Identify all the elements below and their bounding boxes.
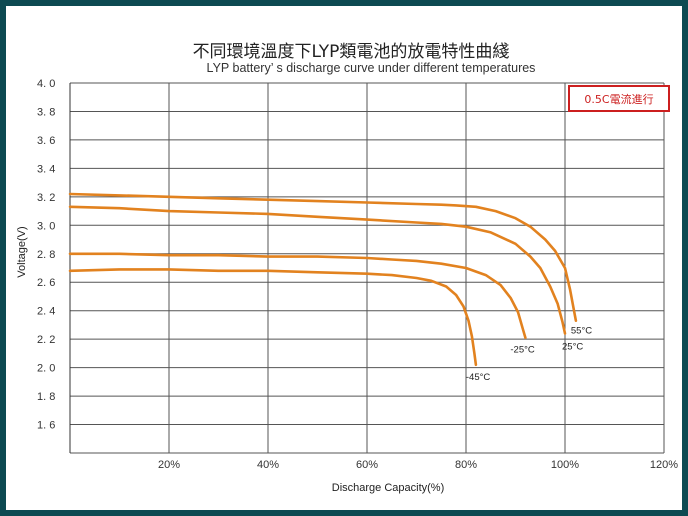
chart-title: 不同環境溫度下LYP類電池的放電特性曲綫: [193, 42, 510, 62]
rate-annotation-box: [568, 85, 670, 112]
series-label: 55°C: [571, 326, 592, 337]
x-tick-label: 120%: [650, 459, 678, 471]
series-labels: 55°C 25°C -25°C -45°C: [466, 326, 592, 383]
y-tick-label: 2. 0: [37, 363, 55, 375]
chart: 不同環境溫度下LYP類電池的放電特性曲綫 LYP battery’ s disc…: [16, 42, 678, 494]
y-tick-label: 1. 6: [37, 420, 55, 432]
rate-annotation: 0.5C電流進行: [568, 85, 670, 112]
chart-subtitle: LYP battery’ s discharge curve under dif…: [207, 61, 536, 75]
series-label: -45°C: [466, 372, 491, 383]
y-tick-label: 3. 4: [37, 163, 55, 175]
grid: [69, 82, 665, 454]
y-tick-label: 1. 8: [37, 391, 55, 403]
series-line: [68, 205, 567, 335]
x-tick-label: 80%: [455, 459, 477, 471]
y-tick-label: 3. 6: [37, 135, 55, 147]
y-tick-label: 2. 4: [37, 306, 55, 318]
y-tick-label: 3. 0: [37, 220, 55, 232]
series-line: [68, 192, 578, 322]
x-tick-label: 60%: [356, 459, 378, 471]
series-label: 25°C: [562, 341, 583, 352]
series-label: -25°C: [510, 345, 535, 356]
y-tick-label: 2. 2: [37, 334, 55, 346]
x-tick-labels: 20% 40% 60% 80% 100% 120%: [158, 459, 678, 471]
series-lines: [68, 192, 578, 367]
y-axis-title: Voltage(V): [16, 226, 28, 277]
y-tick-label: 3. 8: [37, 106, 55, 118]
series-line: [68, 252, 527, 339]
chart-frame: 不同環境溫度下LYP類電池的放電特性曲綫 LYP battery’ s disc…: [6, 6, 682, 510]
y-tick-label: 3. 2: [37, 192, 55, 204]
x-tick-label: 40%: [257, 459, 279, 471]
y-tick-label: 2. 6: [37, 277, 55, 289]
rate-annotation-text: 0.5C電流進行: [584, 92, 653, 106]
y-tick-label: 2. 8: [37, 249, 55, 261]
y-tick-labels: 4. 0 3. 8 3. 6 3. 4 3. 2 3. 0 2. 8 2. 6 2. 4 2. 2…: [37, 78, 55, 432]
x-tick-label: 100%: [551, 459, 579, 471]
y-tick-label: 4. 0: [37, 78, 55, 90]
series-line: [68, 268, 478, 367]
x-axis-title: Discharge Capacity(%): [332, 482, 444, 494]
x-tick-label: 20%: [158, 459, 180, 471]
